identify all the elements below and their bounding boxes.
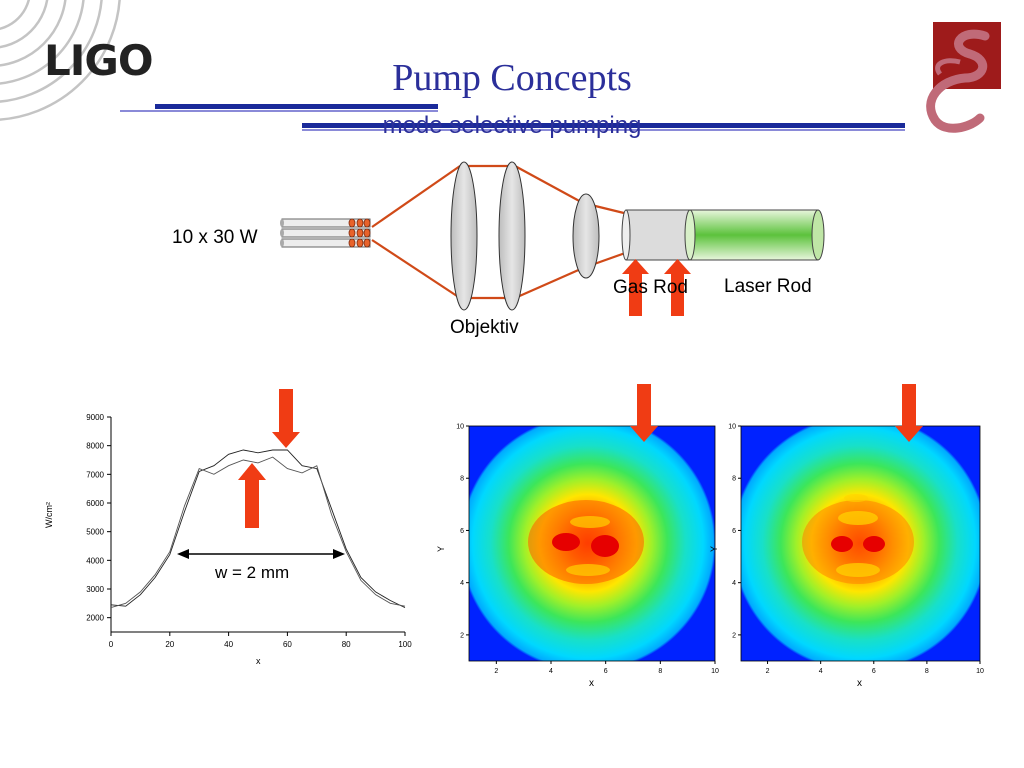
profile-y-tick-label: 3000 (86, 585, 104, 594)
profile-axes: 0 20 40 60 80 100 2000 3000 4000 5000 6000 7000 8000… (86, 413, 412, 649)
profile-x-tick-label: 20 (165, 640, 174, 649)
map-y-tick-label: 6 (460, 528, 464, 535)
map-frame (468, 425, 716, 662)
width-marker (177, 549, 345, 559)
gas-rod (621, 209, 691, 261)
map-right-ylabel: Y (709, 545, 719, 552)
map-y-tick-label: 8 (460, 476, 464, 483)
map-right-xlabel: x (857, 678, 862, 689)
profile-y-tick-label: 7000 (86, 470, 104, 479)
profile-x-tick-label: 0 (109, 640, 114, 649)
profile-x-tick-label: 40 (224, 640, 233, 649)
map-axes: 2 4 6 8 10 2 4 6 8 10 2 4 6 8 10 2 4 6 8 10 (456, 424, 984, 676)
intensity-map-right (741, 426, 980, 661)
profile-series-1 (110, 449, 406, 609)
map-y-tick-label: 2 (460, 632, 464, 639)
map-x-tick-label: 6 (604, 668, 608, 675)
fiber-bundle (280, 218, 371, 248)
gas-rod-label: Gas Rod (613, 277, 688, 298)
profile-lines (110, 449, 406, 609)
laser-rod-label: Laser Rod (724, 276, 812, 297)
map-x-tick-label: 10 (711, 668, 719, 675)
intensity-map-left (469, 426, 715, 661)
map-left-ylabel: Y (436, 545, 446, 552)
profile-y-tick-label: 8000 (86, 442, 104, 451)
slide-title: Pump Concepts (392, 57, 632, 99)
objective-lens-1 (450, 161, 478, 311)
pump-arrow-up (622, 259, 691, 316)
objective-lens-2 (498, 161, 526, 311)
profile-y-tick-label: 4000 (86, 556, 104, 565)
profile-y-tick-label: 2000 (86, 614, 104, 623)
map-left-xlabel: x (589, 678, 594, 689)
map-x-tick-label: 6 (872, 668, 876, 675)
slide-subtitle: mode selective pumping (382, 112, 642, 139)
profile-xlabel: x (256, 656, 261, 666)
profile-x-tick-label: 80 (342, 640, 351, 649)
map-x-tick-label: 4 (549, 668, 553, 675)
focus-lens (572, 193, 600, 279)
width-label: w = 2 mm (215, 563, 290, 582)
profile-series-2 (110, 456, 406, 609)
profile-y-tick-label: 9000 (86, 413, 104, 422)
map-y-tick-label: 8 (732, 476, 736, 483)
profile-y-tick-label: 5000 (86, 528, 104, 537)
map-y-tick-label: 4 (460, 580, 464, 587)
profile-x-tick-label: 100 (398, 640, 412, 649)
map-y-tick-label: 6 (732, 528, 736, 535)
header-rule-top (155, 104, 438, 109)
objective-label: Objektiv (450, 317, 519, 338)
emblem-logo (926, 22, 1001, 133)
profile-x-tick-label: 60 (283, 640, 292, 649)
map-y-tick-label: 10 (728, 424, 736, 431)
ligo-logo: LIGO (44, 36, 154, 85)
header-rule-bottom (302, 123, 905, 128)
map-x-tick-label: 10 (976, 668, 984, 675)
laser-rod (684, 209, 825, 261)
map-arrows (630, 384, 923, 442)
map-x-tick-label: 8 (925, 668, 929, 675)
map-y-tick-label: 2 (732, 632, 736, 639)
power-label: 10 x 30 W (172, 227, 258, 248)
map-x-tick-label: 2 (766, 668, 770, 675)
map-x-tick-label: 4 (819, 668, 823, 675)
map-frame (740, 425, 981, 662)
map-y-tick-label: 10 (456, 424, 464, 431)
map-x-tick-label: 8 (658, 668, 662, 675)
profile-arrows (238, 389, 300, 528)
profile-y-tick-label: 6000 (86, 499, 104, 508)
map-x-tick-label: 2 (494, 668, 498, 675)
map-y-tick-label: 4 (732, 580, 736, 587)
